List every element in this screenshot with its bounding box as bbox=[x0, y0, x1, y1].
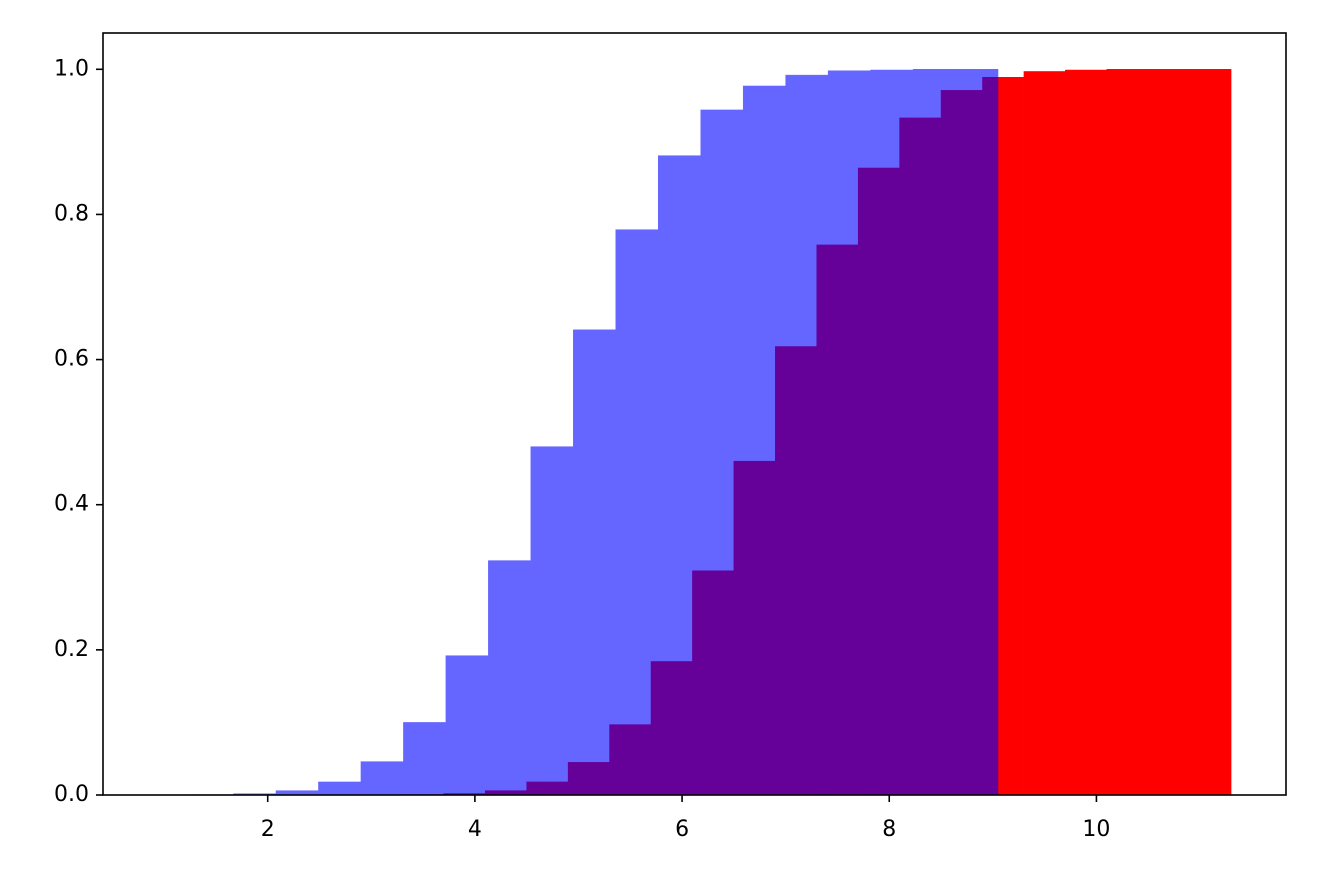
bar bbox=[615, 229, 659, 796]
bar bbox=[742, 85, 786, 796]
bar bbox=[700, 109, 744, 796]
bar bbox=[488, 560, 532, 796]
bar bbox=[445, 655, 489, 796]
x-tick-label: 6 bbox=[675, 817, 689, 842]
bar bbox=[1189, 69, 1232, 796]
y-tick-label: 0.2 bbox=[54, 637, 89, 662]
bar bbox=[1023, 71, 1066, 796]
bar bbox=[912, 69, 956, 796]
y-tick-label: 0.4 bbox=[54, 492, 89, 517]
histogram-series bbox=[148, 69, 999, 796]
x-tick-label: 4 bbox=[468, 817, 482, 842]
y-tick-label: 0.0 bbox=[54, 782, 89, 807]
y-tick-label: 0.6 bbox=[54, 347, 89, 372]
bar bbox=[870, 69, 914, 796]
bar bbox=[530, 446, 574, 796]
bar bbox=[1106, 69, 1149, 796]
bar bbox=[573, 329, 617, 796]
bar bbox=[955, 69, 999, 796]
x-tick-label: 10 bbox=[1082, 817, 1110, 842]
bar bbox=[657, 155, 701, 796]
bar bbox=[318, 781, 362, 796]
y-tick-label: 1.0 bbox=[54, 56, 89, 81]
y-tick-label: 0.8 bbox=[54, 201, 89, 226]
bar bbox=[827, 70, 871, 796]
bar bbox=[785, 74, 829, 796]
bar bbox=[360, 761, 404, 796]
x-tick-label: 8 bbox=[882, 817, 896, 842]
bar bbox=[1147, 69, 1190, 796]
bar bbox=[1065, 69, 1108, 796]
x-tick-label: 2 bbox=[261, 817, 275, 842]
plot-frame bbox=[102, 32, 1287, 796]
bar bbox=[403, 722, 447, 796]
